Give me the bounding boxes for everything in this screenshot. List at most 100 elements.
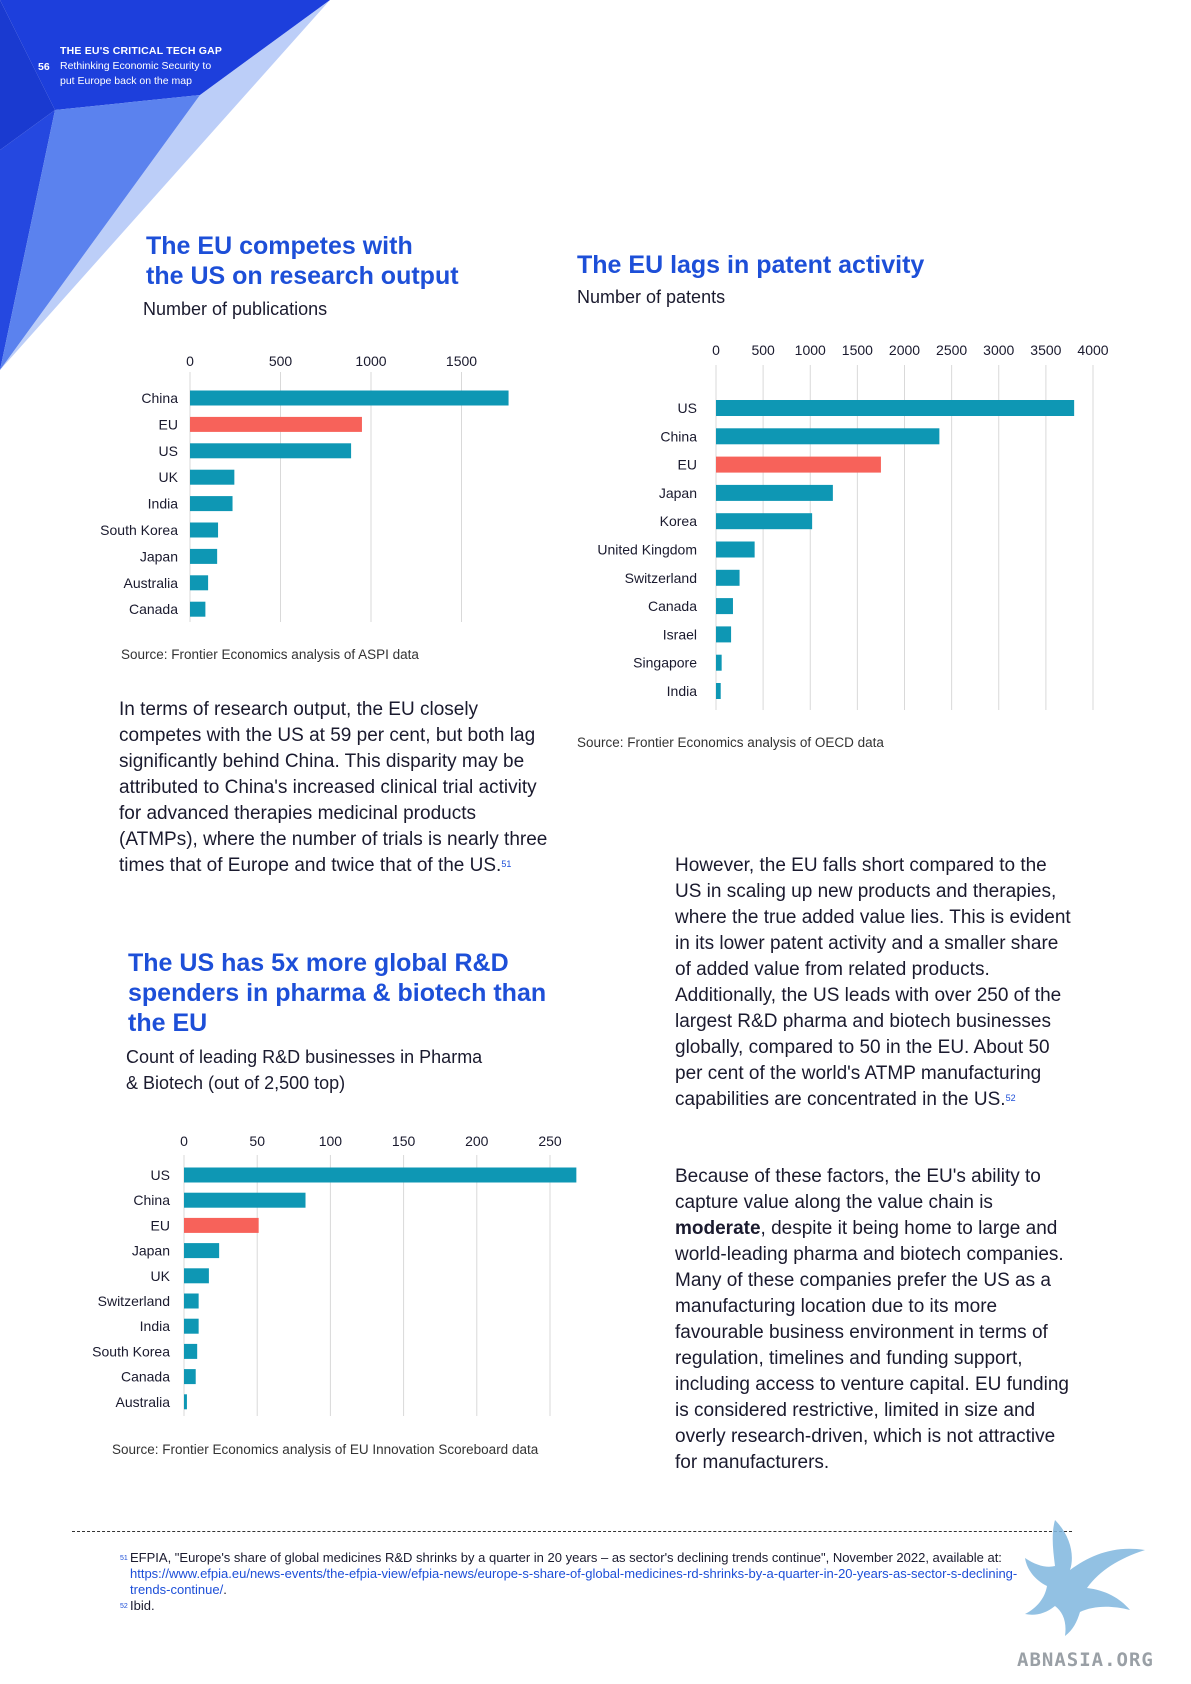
footnote-51-link[interactable]: https://www.efpia.eu/news-events/the-efp… xyxy=(130,1566,1018,1597)
category-label: China xyxy=(660,428,697,444)
category-label: India xyxy=(667,683,698,699)
paragraph-scaling-text: However, the EU falls short compared to … xyxy=(675,855,1071,1110)
bar xyxy=(184,1167,577,1183)
category-label: China xyxy=(141,390,178,406)
category-label: Canada xyxy=(129,601,178,617)
x-tick-label: 1500 xyxy=(446,353,477,369)
bar xyxy=(190,496,233,512)
bar xyxy=(716,400,1075,416)
x-tick-label: 0 xyxy=(186,353,194,369)
rnd-title-line2: spenders in pharma & biotech than xyxy=(128,979,547,1007)
paragraph-scaling: However, the EU falls short compared to … xyxy=(675,853,1075,1113)
bar xyxy=(184,1293,199,1309)
category-label: US xyxy=(159,443,178,459)
category-label: South Korea xyxy=(92,1343,170,1359)
x-tick-label: 500 xyxy=(751,342,775,358)
bar xyxy=(190,522,219,538)
bar xyxy=(190,601,206,617)
patents-chart-source: Source: Frontier Economics analysis of O… xyxy=(577,735,884,750)
header-title: THE EU'S CRITICAL TECH GAP xyxy=(60,45,223,57)
category-label: Switzerland xyxy=(625,570,697,586)
category-label: Japan xyxy=(659,485,697,501)
paragraph-value-after: , despite it being home to large and wor… xyxy=(675,1218,1069,1473)
bar xyxy=(190,416,362,432)
bar xyxy=(184,1369,196,1385)
rnd-title-line1: The US has 5x more global R&D xyxy=(128,949,509,977)
footnote-52-text: Ibid. xyxy=(130,1598,155,1613)
category-label: Singapore xyxy=(633,655,697,671)
bar xyxy=(716,541,755,558)
bar xyxy=(184,1394,187,1410)
rnd-chart-subtitle: Count of leading R&D businesses in Pharm… xyxy=(126,1044,482,1096)
category-label: India xyxy=(148,496,179,512)
bar xyxy=(184,1217,259,1233)
x-tick-label: 3000 xyxy=(983,342,1014,358)
header-subtitle-line2: put Europe back on the map xyxy=(60,75,192,87)
x-tick-label: 100 xyxy=(319,1133,343,1149)
category-label: Switzerland xyxy=(98,1293,170,1309)
category-label: Korea xyxy=(660,513,698,529)
bar xyxy=(716,428,940,445)
footnote-ref-51[interactable]: 51 xyxy=(501,859,512,869)
corner-decoration xyxy=(0,0,330,370)
category-label: EU xyxy=(678,457,697,473)
footnote-52-marker: 52 xyxy=(120,1603,128,1610)
category-label: India xyxy=(140,1318,171,1334)
x-tick-label: 500 xyxy=(269,353,293,369)
x-tick-label: 3500 xyxy=(1030,342,1061,358)
bar xyxy=(184,1243,220,1259)
footnote-51-text: EFPIA, "Europe's share of global medicin… xyxy=(130,1550,1002,1565)
bar xyxy=(184,1343,198,1359)
bar xyxy=(184,1318,199,1334)
bar xyxy=(190,443,352,459)
paragraph-value-capture: Because of these factors, the EU's abili… xyxy=(675,1164,1075,1476)
rnd-chart-title: The US has 5x more global R&D spenders i… xyxy=(128,948,546,1038)
bar xyxy=(184,1192,306,1208)
category-label: South Korea xyxy=(100,522,178,538)
page-number: 56 xyxy=(38,61,50,73)
x-tick-label: 2500 xyxy=(936,342,967,358)
paragraph-research-text: In terms of research output, the EU clos… xyxy=(119,699,548,876)
footnote-51: 51 EFPIA, "Europe's share of global medic… xyxy=(120,1550,1020,1598)
footnote-divider xyxy=(72,1531,1072,1532)
research-title-line1: The EU competes with xyxy=(146,232,413,260)
category-label: US xyxy=(678,400,697,416)
category-label: UK xyxy=(151,1268,171,1284)
bar xyxy=(190,548,218,564)
footnote-52: 52 Ibid. xyxy=(120,1598,1020,1614)
griffin-logo-icon xyxy=(1025,1520,1145,1636)
patents-chart-subtitle: Number of patents xyxy=(577,287,726,307)
bar xyxy=(716,683,721,699)
bar xyxy=(716,654,722,671)
category-label: Japan xyxy=(140,548,178,564)
paragraph-research: In terms of research output, the EU clos… xyxy=(119,697,549,879)
rnd-subtitle-line1: Count of leading R&D businesses in Pharm… xyxy=(126,1047,483,1067)
paragraph-value-before: Because of these factors, the EU's abili… xyxy=(675,1166,1041,1213)
x-tick-label: 0 xyxy=(180,1133,188,1149)
x-tick-label: 250 xyxy=(538,1133,562,1149)
x-tick-label: 4000 xyxy=(1077,342,1108,358)
x-tick-label: 1500 xyxy=(842,342,873,358)
rnd-title-line3: the EU xyxy=(128,1009,208,1037)
category-label: Australia xyxy=(116,1394,171,1410)
research-title-line2: the US on research output xyxy=(146,262,459,290)
bar xyxy=(716,569,740,586)
footnote-51-marker: 51 xyxy=(120,1555,128,1562)
bar xyxy=(190,390,509,406)
rnd-subtitle-line2: & Biotech (out of 2,500 top) xyxy=(126,1073,346,1093)
footnotes: 51 EFPIA, "Europe's share of global medic… xyxy=(120,1550,1020,1614)
footnote-ref-52[interactable]: 52 xyxy=(1005,1093,1016,1103)
footnote-51-end: . xyxy=(223,1582,227,1597)
x-tick-label: 1000 xyxy=(795,342,826,358)
x-tick-label: 0 xyxy=(712,342,720,358)
bar xyxy=(190,575,209,591)
category-label: Canada xyxy=(121,1369,170,1385)
category-label: Israel xyxy=(663,626,697,642)
bar xyxy=(716,484,833,501)
x-tick-label: 1000 xyxy=(355,353,386,369)
bar xyxy=(716,513,813,530)
category-label: China xyxy=(133,1192,170,1208)
